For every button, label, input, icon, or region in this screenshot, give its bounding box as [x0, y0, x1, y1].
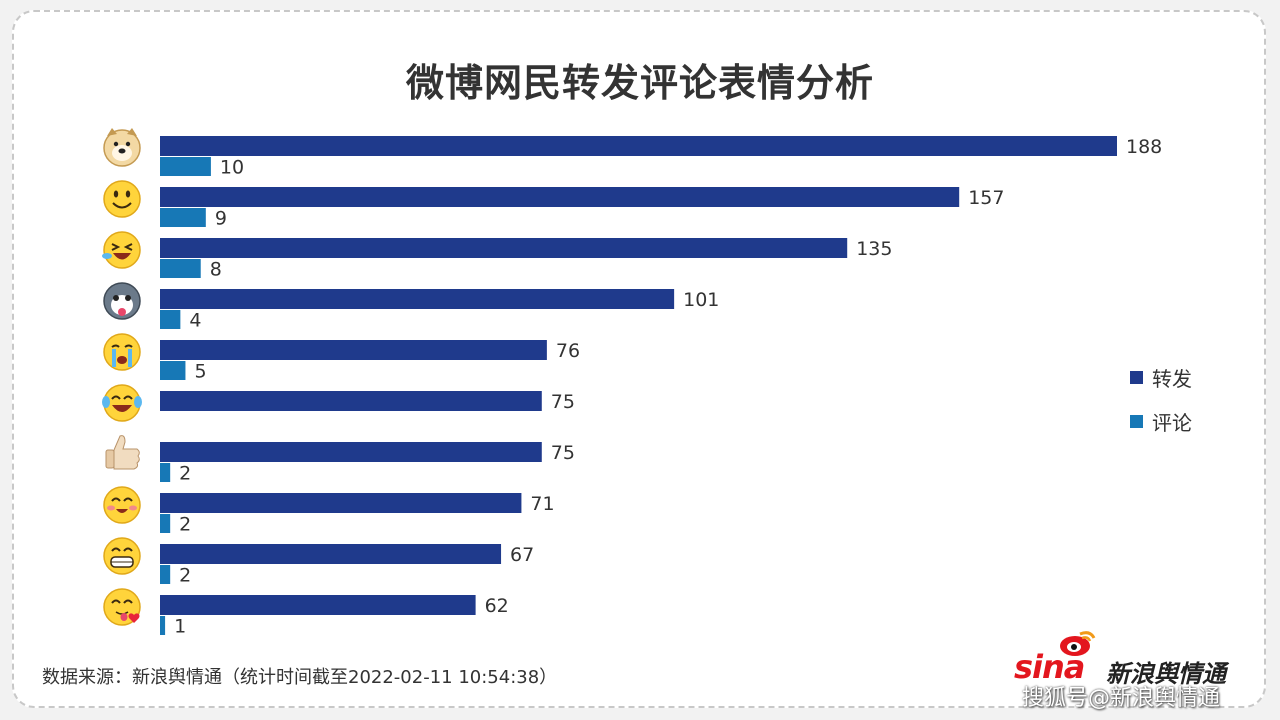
bar-comment-0	[160, 157, 211, 176]
data-label-repost-1: 157	[968, 187, 1004, 209]
category-laugh-cry-emoji-icon	[102, 231, 141, 269]
legend-label-repost: 转发	[1152, 366, 1192, 391]
legend-item-repost: 转发	[1130, 364, 1192, 391]
category-tongue-heart-emoji-icon	[103, 588, 141, 626]
bar-comment-8	[160, 565, 171, 584]
bar-repost-4	[160, 340, 547, 360]
data-label-repost-8: 67	[510, 544, 534, 566]
bar-repost-7	[160, 493, 522, 513]
legend-item-comment: 评论	[1130, 408, 1192, 435]
category-crying-emoji-icon	[103, 333, 141, 371]
bar-comment-1	[160, 208, 206, 227]
data-label-comment-1: 9	[215, 208, 227, 230]
category-grin-emoji-icon	[103, 537, 141, 575]
bar-comment-9	[160, 616, 166, 635]
bar-repost-8	[160, 544, 502, 564]
bar-repost-2	[160, 238, 848, 258]
data-label-repost-6: 75	[551, 442, 575, 464]
data-label-repost-2: 135	[856, 238, 892, 260]
data-label-comment-8: 2	[179, 565, 191, 587]
bar-repost-6	[160, 442, 542, 462]
chart-title: 微博网民转发评论表情分析	[405, 61, 874, 105]
category-husky-emoji-icon	[103, 282, 141, 320]
data-label-comment-6: 2	[179, 463, 191, 485]
category-thumbs-up-emoji-icon	[105, 435, 140, 470]
data-label-comment-0: 10	[220, 157, 244, 179]
bar-repost-0	[160, 136, 1117, 156]
bar-comment-4	[160, 361, 186, 380]
legend-swatch-repost	[1130, 370, 1143, 384]
bar-repost-5	[160, 391, 542, 411]
data-label-repost-5: 75	[551, 391, 575, 413]
data-label-comment-3: 4	[189, 310, 201, 332]
data-label-repost-7: 71	[530, 493, 554, 515]
sina-yuqingtong-logo: sina 新浪舆情通	[1014, 628, 1254, 710]
bar-repost-1	[160, 187, 960, 207]
category-tears-of-joy-emoji-icon	[102, 384, 142, 422]
category-smile-emoji-icon	[103, 180, 141, 218]
category-doge-emoji-icon	[103, 128, 141, 167]
bar-comment-6	[160, 463, 171, 482]
data-label-repost-3: 101	[683, 289, 719, 311]
data-label-comment-4: 5	[194, 361, 206, 383]
data-label-repost-4: 76	[556, 340, 580, 362]
data-label-repost-9: 62	[485, 595, 509, 617]
logo-brand-text: 新浪舆情通	[1106, 660, 1226, 688]
bar-comment-7	[160, 514, 171, 533]
data-label-repost-0: 188	[1126, 136, 1162, 158]
data-label-comment-2: 8	[210, 259, 222, 281]
bar-repost-3	[160, 289, 675, 309]
data-label-comment-9: 1	[174, 616, 186, 638]
bar-repost-9	[160, 595, 476, 615]
bar-comment-2	[160, 259, 201, 278]
data-label-comment-7: 2	[179, 514, 191, 536]
legend-swatch-comment	[1130, 414, 1143, 428]
data-source-note: 数据来源：新浪舆情通（统计时间截至2022-02-11 10:54:38）	[42, 667, 558, 688]
legend: 转发 评论	[1130, 364, 1192, 452]
logo-sina-text: sina	[1014, 648, 1085, 686]
legend-label-comment: 评论	[1152, 410, 1192, 435]
sina-eye-icon	[1060, 631, 1096, 656]
category-shy-smile-emoji-icon	[103, 486, 141, 524]
bar-comment-3	[160, 310, 181, 329]
sohu-watermark: 搜狐号@新浪舆情通	[1022, 686, 1221, 711]
